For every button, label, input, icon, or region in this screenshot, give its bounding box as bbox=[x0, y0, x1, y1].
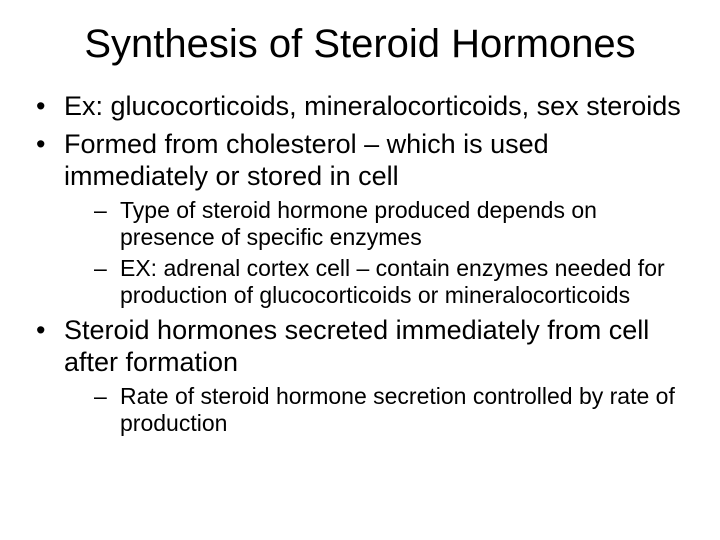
sub-bullet-text: Type of steroid hormone produced depends… bbox=[120, 197, 597, 250]
sub-bullet-text: EX: adrenal cortex cell – contain enzyme… bbox=[120, 255, 665, 308]
sub-bullet-item: Type of steroid hormone produced depends… bbox=[64, 197, 690, 251]
bullet-text: Formed from cholesterol – which is used … bbox=[64, 129, 549, 191]
bullet-text: Steroid hormones secreted immediately fr… bbox=[64, 315, 649, 377]
sub-bullet-item: EX: adrenal cortex cell – contain enzyme… bbox=[64, 255, 690, 309]
bullet-item: Ex: glucocorticoids, mineralocorticoids,… bbox=[30, 91, 690, 123]
sub-bullet-text: Rate of steroid hormone secretion contro… bbox=[120, 383, 675, 436]
sub-bullet-list: Type of steroid hormone produced depends… bbox=[64, 197, 690, 310]
bullet-text: Ex: glucocorticoids, mineralocorticoids,… bbox=[64, 91, 681, 121]
bullet-item: Steroid hormones secreted immediately fr… bbox=[30, 315, 690, 437]
slide-title: Synthesis of Steroid Hormones bbox=[30, 22, 690, 67]
sub-bullet-list: Rate of steroid hormone secretion contro… bbox=[64, 383, 690, 437]
slide: Synthesis of Steroid Hormones Ex: glucoc… bbox=[0, 0, 720, 540]
sub-bullet-item: Rate of steroid hormone secretion contro… bbox=[64, 383, 690, 437]
bullet-item: Formed from cholesterol – which is used … bbox=[30, 129, 690, 309]
bullet-list: Ex: glucocorticoids, mineralocorticoids,… bbox=[30, 91, 690, 437]
